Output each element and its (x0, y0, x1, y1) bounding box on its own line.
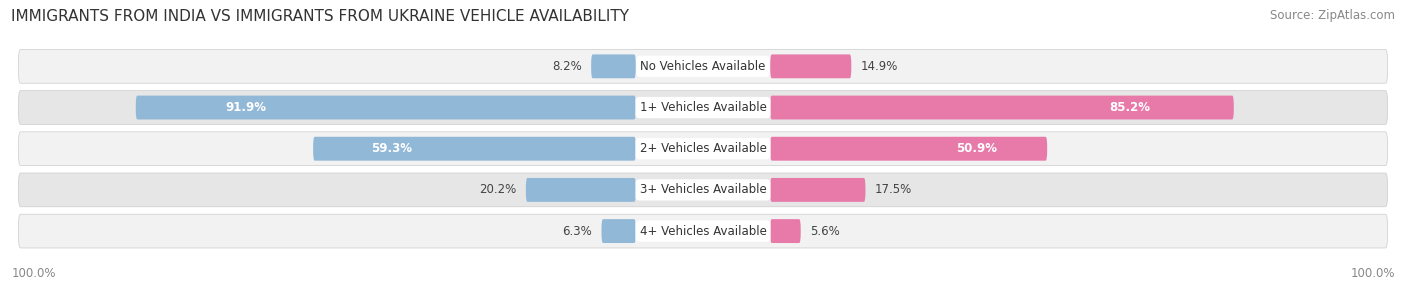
Text: 6.3%: 6.3% (562, 225, 592, 238)
FancyBboxPatch shape (770, 54, 851, 78)
Text: 14.9%: 14.9% (860, 60, 898, 73)
Text: 91.9%: 91.9% (226, 101, 267, 114)
Text: 100.0%: 100.0% (11, 267, 56, 280)
FancyBboxPatch shape (770, 219, 800, 243)
Text: 85.2%: 85.2% (1109, 101, 1150, 114)
Text: 20.2%: 20.2% (479, 183, 516, 196)
FancyBboxPatch shape (526, 178, 636, 202)
Text: 1+ Vehicles Available: 1+ Vehicles Available (640, 101, 766, 114)
Text: 50.9%: 50.9% (956, 142, 997, 155)
Text: 2+ Vehicles Available: 2+ Vehicles Available (640, 142, 766, 155)
FancyBboxPatch shape (18, 91, 1388, 124)
FancyBboxPatch shape (18, 173, 1388, 207)
FancyBboxPatch shape (770, 96, 1234, 120)
Text: 5.6%: 5.6% (810, 225, 839, 238)
Text: 4+ Vehicles Available: 4+ Vehicles Available (640, 225, 766, 238)
Text: 17.5%: 17.5% (875, 183, 912, 196)
FancyBboxPatch shape (314, 137, 636, 161)
FancyBboxPatch shape (770, 178, 866, 202)
FancyBboxPatch shape (18, 49, 1388, 83)
Text: Source: ZipAtlas.com: Source: ZipAtlas.com (1270, 9, 1395, 21)
Text: No Vehicles Available: No Vehicles Available (640, 60, 766, 73)
Text: 3+ Vehicles Available: 3+ Vehicles Available (640, 183, 766, 196)
Text: 8.2%: 8.2% (553, 60, 582, 73)
FancyBboxPatch shape (591, 54, 636, 78)
FancyBboxPatch shape (602, 219, 636, 243)
FancyBboxPatch shape (136, 96, 636, 120)
Text: 100.0%: 100.0% (1350, 267, 1395, 280)
Text: 59.3%: 59.3% (371, 142, 412, 155)
FancyBboxPatch shape (18, 132, 1388, 166)
FancyBboxPatch shape (18, 214, 1388, 248)
FancyBboxPatch shape (770, 137, 1047, 161)
Text: IMMIGRANTS FROM INDIA VS IMMIGRANTS FROM UKRAINE VEHICLE AVAILABILITY: IMMIGRANTS FROM INDIA VS IMMIGRANTS FROM… (11, 9, 630, 23)
